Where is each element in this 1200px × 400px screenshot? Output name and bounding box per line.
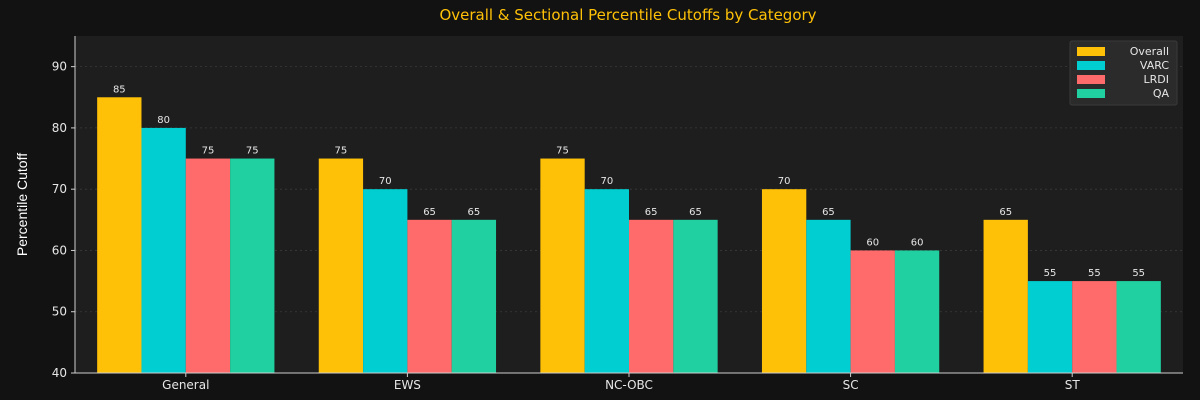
- legend-swatch: [1077, 89, 1105, 98]
- bar-qa-ews: [451, 219, 497, 373]
- bar-lrdi-ews: [407, 219, 452, 373]
- data-label: 75: [202, 146, 215, 157]
- data-label: 85: [113, 84, 126, 95]
- data-label: 60: [911, 237, 924, 248]
- bar-qa-general: [230, 158, 275, 373]
- bar-lrdi-st: [1072, 281, 1117, 373]
- legend-label: LRDI: [1144, 73, 1170, 86]
- y-axis-label: Percentile Cutoff: [14, 153, 30, 256]
- bar-overall-general: [97, 97, 142, 373]
- bar-varc-nc-obc: [584, 189, 629, 373]
- x-tick-label: ST: [1065, 378, 1081, 392]
- x-tick-label: SC: [843, 378, 859, 392]
- bar-lrdi-general: [185, 158, 231, 373]
- chart-title: Overall & Sectional Percentile Cutoffs b…: [439, 6, 816, 24]
- bar-overall-sc: [761, 189, 807, 373]
- legend-label: Overall: [1130, 45, 1169, 58]
- y-tick-label: 90: [52, 60, 67, 74]
- bar-qa-sc: [894, 250, 940, 373]
- bar-overall-ews: [318, 158, 364, 373]
- bar-varc-ews: [363, 189, 408, 373]
- data-label: 75: [556, 146, 569, 157]
- y-tick-label: 60: [52, 243, 67, 257]
- legend-swatch: [1077, 61, 1105, 70]
- x-tick-label: NC-OBC: [605, 378, 653, 392]
- bar-qa-nc-obc: [673, 219, 718, 373]
- legend-swatch: [1077, 47, 1105, 56]
- legend-swatch: [1077, 75, 1105, 84]
- bar-lrdi-sc: [850, 250, 895, 373]
- legend-label: QA: [1153, 87, 1170, 100]
- x-tick-label: General: [162, 378, 209, 392]
- y-tick-label: 80: [52, 121, 67, 135]
- bar-overall-nc-obc: [540, 158, 585, 373]
- x-tick-label: EWS: [394, 378, 421, 392]
- data-label: 80: [157, 115, 170, 126]
- data-label: 65: [689, 207, 702, 218]
- bar-lrdi-nc-obc: [629, 219, 674, 373]
- axes: 40 50 60 70 80 90 General EWS NC-OBC SC ST: [52, 36, 1183, 392]
- legend-label: VARC: [1140, 59, 1169, 72]
- data-label: 70: [600, 176, 613, 187]
- bar-varc-general: [141, 127, 186, 373]
- bars: 85 80 75 75 75 70 65 65 75 70 65 65 70 65 60 60 65 55 55 55: [97, 84, 1161, 373]
- y-tick-label: 70: [52, 182, 67, 196]
- data-label: 65: [423, 207, 436, 218]
- bar-varc-sc: [806, 219, 851, 373]
- data-label: 75: [335, 146, 348, 157]
- data-label: 65: [822, 207, 835, 218]
- bar-overall-st: [983, 219, 1028, 373]
- data-label: 65: [999, 207, 1012, 218]
- bar-qa-st: [1116, 281, 1161, 373]
- data-label: 55: [1044, 268, 1057, 279]
- data-label: 70: [778, 176, 791, 187]
- bar-varc-st: [1027, 281, 1073, 373]
- data-label: 55: [1132, 268, 1145, 279]
- data-label: 55: [1088, 268, 1101, 279]
- data-label: 70: [379, 176, 392, 187]
- data-label: 60: [866, 237, 879, 248]
- data-label: 65: [468, 207, 481, 218]
- data-label: 65: [645, 207, 658, 218]
- y-tick-label: 50: [52, 305, 67, 319]
- data-label: 75: [246, 146, 259, 157]
- y-tick-label: 40: [52, 366, 67, 380]
